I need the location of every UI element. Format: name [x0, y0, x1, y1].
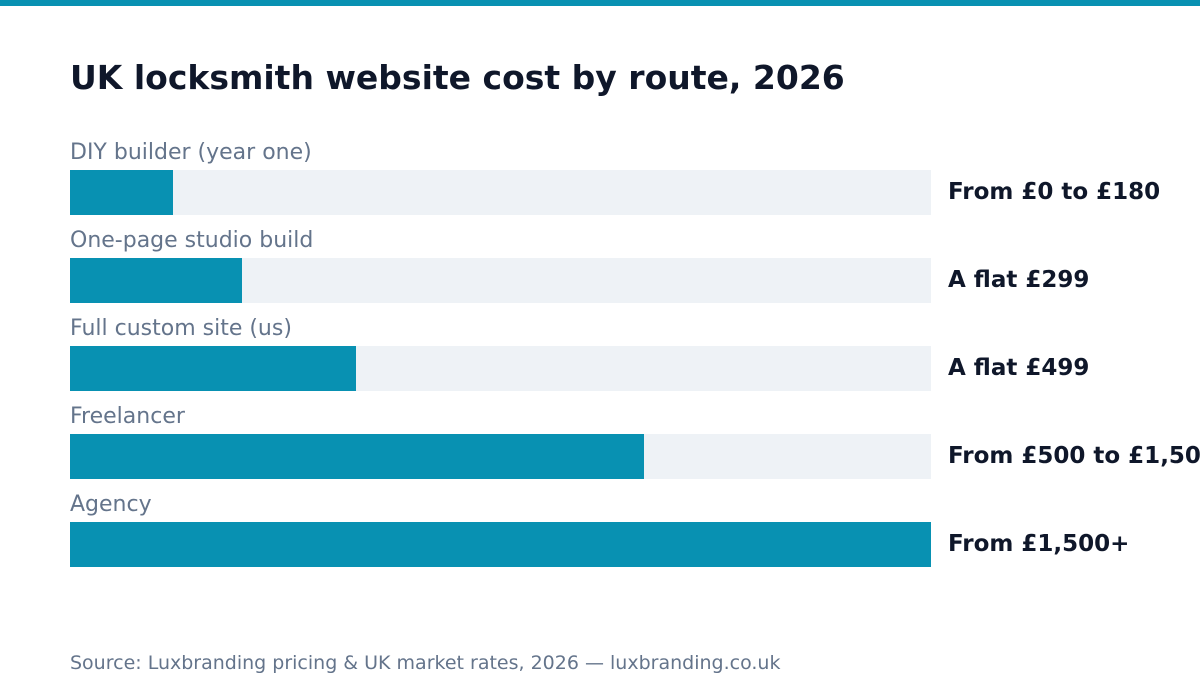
bar-track: [70, 434, 931, 479]
chart-title: UK locksmith website cost by route, 2026: [70, 58, 845, 97]
bar: [70, 346, 356, 391]
bar: [70, 258, 242, 303]
value-label: From £500 to £1,500: [948, 443, 1200, 469]
bar-row: Full custom site (us) A flat £499: [70, 314, 1200, 402]
value-label: From £0 to £180: [948, 179, 1161, 205]
bar: [70, 170, 173, 215]
value-label: A flat £299: [948, 267, 1090, 293]
bar-track: [70, 170, 931, 215]
bar-chart: DIY builder (year one) From £0 to £180 One…: [70, 0, 1200, 700]
bar: [70, 522, 931, 567]
value-label: A flat £499: [948, 355, 1090, 381]
category-label: DIY builder (year one): [70, 140, 312, 165]
bar-row: DIY builder (year one) From £0 to £180: [70, 138, 1200, 226]
category-label: One-page studio build: [70, 228, 314, 253]
category-label: Freelancer: [70, 404, 185, 429]
bar-track: [70, 522, 931, 567]
top-accent-rule: [0, 0, 1200, 6]
bar-row: One-page studio build A flat £299: [70, 226, 1200, 314]
bar-row: Freelancer From £500 to £1,500: [70, 402, 1200, 490]
bar-track: [70, 346, 931, 391]
category-label: Full custom site (us): [70, 316, 292, 341]
bar: [70, 434, 644, 479]
category-label: Agency: [70, 492, 152, 517]
source-note: Source: Luxbranding pricing & UK market …: [70, 652, 781, 674]
bar-track: [70, 258, 931, 303]
bar-row: Agency From £1,500+: [70, 490, 1200, 578]
value-label: From £1,500+: [948, 531, 1130, 557]
